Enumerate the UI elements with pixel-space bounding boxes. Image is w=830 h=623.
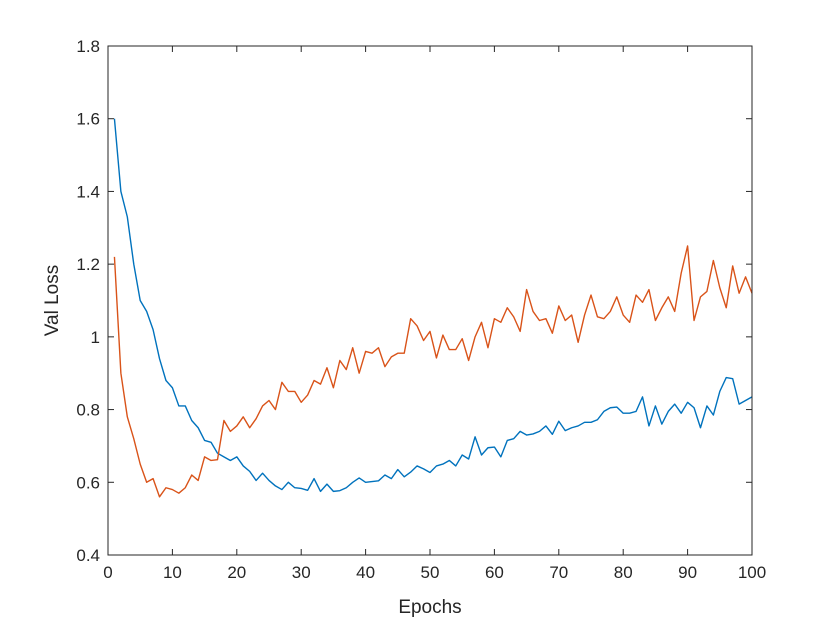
x-tick-label: 30 <box>292 563 311 582</box>
ticks-layer: 0 10 20 30 40 50 60 70 80 90 100 0.4 0.6 0.8 1 1.2 1.4 1.… <box>76 37 766 582</box>
x-tick-label: 20 <box>227 563 246 582</box>
y-tick-label: 0.4 <box>76 546 100 565</box>
y-tick-label: 0.8 <box>76 401 100 420</box>
plot-background <box>108 46 752 555</box>
y-axis-label: Val Loss <box>42 265 63 336</box>
series-line-1 <box>113 118 753 493</box>
y-tick-label: 1.8 <box>76 37 100 56</box>
x-tick-label: 100 <box>738 563 766 582</box>
series-line-2 <box>113 245 753 498</box>
y-tick-label: 0.6 <box>76 473 100 492</box>
y-tick-label: 1 <box>91 328 100 347</box>
x-tick-label: 60 <box>485 563 504 582</box>
x-tick-label: 40 <box>356 563 375 582</box>
y-tick-label: 1.4 <box>76 182 100 201</box>
x-tick-label: 80 <box>614 563 633 582</box>
x-tick-label: 90 <box>678 563 697 582</box>
x-tick-label: 0 <box>103 563 112 582</box>
y-tick-label: 1.2 <box>76 255 100 274</box>
x-tick-label: 70 <box>549 563 568 582</box>
y-tick-label: 1.6 <box>76 110 100 129</box>
x-tick-label: 10 <box>163 563 182 582</box>
x-axis-label: Epochs <box>398 597 461 618</box>
series-layer <box>113 118 753 498</box>
x-tick-label: 50 <box>421 563 440 582</box>
